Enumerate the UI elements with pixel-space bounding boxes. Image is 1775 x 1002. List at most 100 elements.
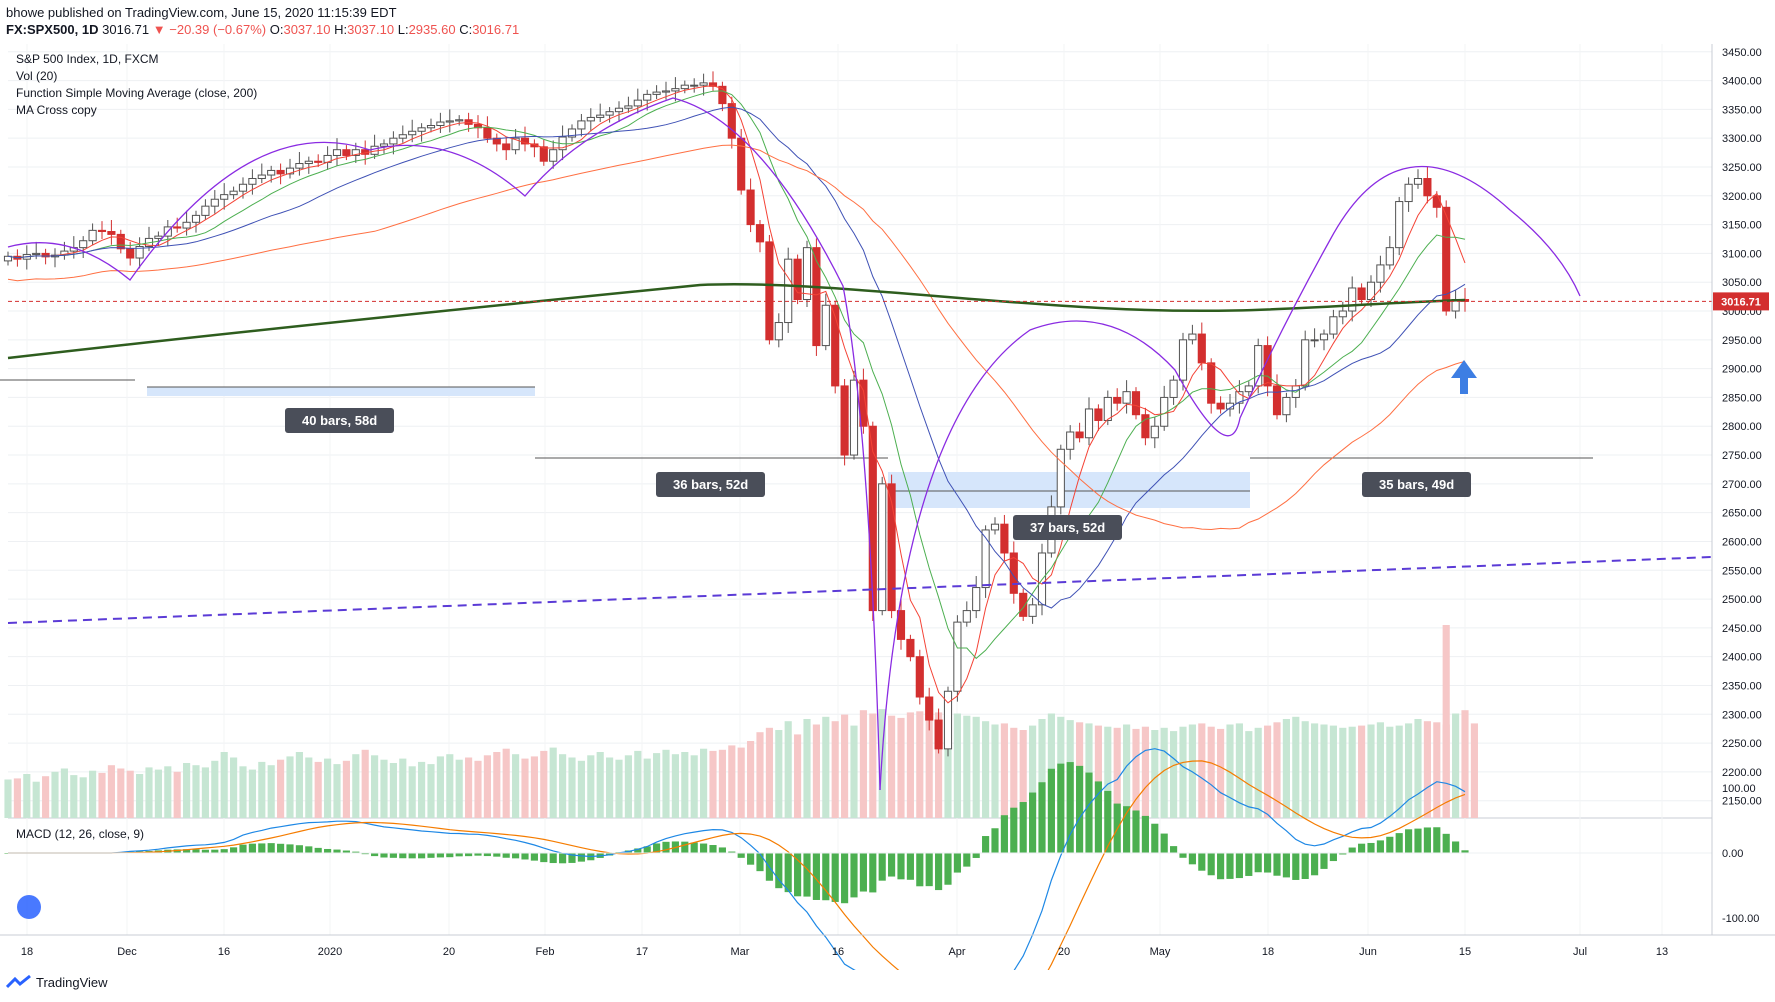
macd-histogram-bar: [1141, 815, 1149, 854]
y-tick-label: 3250.00: [1722, 162, 1762, 174]
candle-body: [1329, 316, 1338, 335]
x-tick-label: 16: [832, 946, 844, 958]
volume-bar: [822, 716, 830, 818]
volume-bar: [89, 770, 97, 818]
candle-body: [135, 245, 144, 259]
macd-histogram-bar: [1301, 853, 1309, 879]
legend-vol[interactable]: Vol (20): [16, 69, 58, 83]
macd-histogram-bar: [991, 828, 999, 854]
legend-macross[interactable]: MA Cross copy: [16, 103, 97, 117]
macd-legend[interactable]: MACD (12, 26, close, 9): [16, 827, 145, 841]
macd-histogram-bar: [906, 853, 914, 880]
down-arrow-icon: ▼: [152, 22, 166, 37]
legend-title[interactable]: S&P 500 Index, 1D, FXCM: [16, 52, 159, 66]
candle-body: [793, 258, 802, 300]
candle-body: [549, 149, 558, 162]
x-tick-label: Jul: [1573, 946, 1587, 958]
symbol[interactable]: FX:SPX500, 1D: [6, 22, 99, 37]
volume-bar: [1367, 724, 1375, 818]
candle-body: [455, 119, 464, 122]
macd-histogram-bar: [1254, 853, 1262, 873]
macd-histogram-bar: [700, 843, 708, 854]
macd-histogram-bar: [643, 846, 651, 854]
volume-bar: [1339, 727, 1347, 818]
volume-bar: [427, 764, 435, 818]
candle-body: [821, 304, 830, 347]
volume-bar: [436, 756, 444, 818]
volume-bar: [1151, 730, 1159, 818]
macd-histogram-bar: [1329, 853, 1337, 862]
macd-histogram-bar: [399, 853, 407, 859]
macd-histogram-bar: [173, 849, 181, 854]
volume-bar: [1452, 713, 1460, 818]
volume-bar: [700, 748, 708, 818]
candle-body: [408, 130, 417, 136]
candle-body: [1357, 287, 1366, 300]
purple-arc-1: [7, 97, 881, 791]
macd-histogram-bar: [1066, 762, 1074, 854]
volume-bar: [352, 754, 360, 818]
macd-histogram-bar: [1348, 847, 1356, 854]
range-box-2: [888, 472, 1250, 508]
volume-bar: [841, 714, 849, 818]
macd-histogram-bar: [859, 853, 867, 892]
close-price: 3016.71: [102, 22, 150, 37]
macd-histogram-bar: [342, 850, 350, 854]
low-value: 2935.60: [408, 22, 456, 37]
volume-bar: [1170, 731, 1178, 818]
price-axis[interactable]: 3450.00 3400.00 3350.00 3300.00 3250.00 3200.…: [1711, 44, 1769, 970]
volume-bar: [248, 769, 256, 818]
x-tick-label: May: [1150, 946, 1171, 958]
macd-histogram-bar: [916, 853, 924, 887]
price-chart[interactable]: 3450.00 3400.00 3350.00 3300.00 3250.00 3200.…: [0, 40, 1775, 970]
x-tick-label: Apr: [948, 946, 965, 958]
y-tick-label: 3300.00: [1722, 133, 1762, 145]
volume-bar: [963, 715, 971, 818]
candle-body: [276, 169, 285, 175]
y-tick-label: 2550.00: [1722, 565, 1762, 577]
volume-bar: [342, 760, 350, 818]
volume-bar: [4, 779, 12, 818]
macd-histogram-bar: [183, 849, 191, 854]
volume-bar: [1235, 723, 1243, 818]
macd-histogram-bar: [248, 843, 256, 854]
volume-bar: [192, 765, 200, 818]
legend-sma[interactable]: Function Simple Moving Average (close, 2…: [16, 86, 258, 100]
volume-bar: [577, 760, 585, 818]
volume-bar: [1264, 725, 1272, 818]
volume-bar: [1113, 727, 1121, 818]
y-tick-label: 2600.00: [1722, 536, 1762, 548]
x-tick-label: 20: [1058, 946, 1070, 958]
x-tick-label: 16: [218, 946, 230, 958]
volume-bar: [305, 757, 313, 818]
candle-body: [1385, 247, 1394, 266]
volume-bar: [389, 763, 397, 818]
y-tick-label: 3200.00: [1722, 191, 1762, 203]
volume-bar: [690, 755, 698, 818]
volume-bar: [361, 749, 369, 818]
candle-body: [257, 174, 266, 180]
candle-body: [887, 483, 896, 612]
y-tick-label: 2200.00: [1722, 767, 1762, 779]
macd-histogram-bar: [1029, 792, 1037, 854]
volume-bar: [295, 752, 303, 818]
candle-body: [1000, 523, 1009, 554]
candle-body: [201, 205, 210, 216]
volume-bar: [211, 760, 219, 818]
macd-histogram-bar: [897, 853, 905, 880]
macd-histogram-bar: [747, 853, 755, 865]
candle-body: [699, 82, 708, 86]
time-axis[interactable]: 18 Dec 16 2020 20 Feb 17 Mar 16 Apr 20 May 18 Jun 15 Ju…: [0, 934, 1775, 958]
volume-bar: [1348, 726, 1356, 818]
volume-bar: [662, 749, 670, 818]
volume-bar: [446, 754, 454, 818]
candle-body: [379, 143, 389, 147]
y-tick-label: 3050.00: [1722, 277, 1762, 289]
candle-body: [436, 121, 445, 127]
candle-body: [1066, 431, 1075, 450]
brand-name[interactable]: TradingView: [36, 974, 108, 990]
macd-histogram-bar: [577, 853, 585, 862]
volume-bar: [1442, 625, 1450, 818]
volume-bar: [324, 758, 332, 818]
x-tick-label: 18: [1262, 946, 1274, 958]
